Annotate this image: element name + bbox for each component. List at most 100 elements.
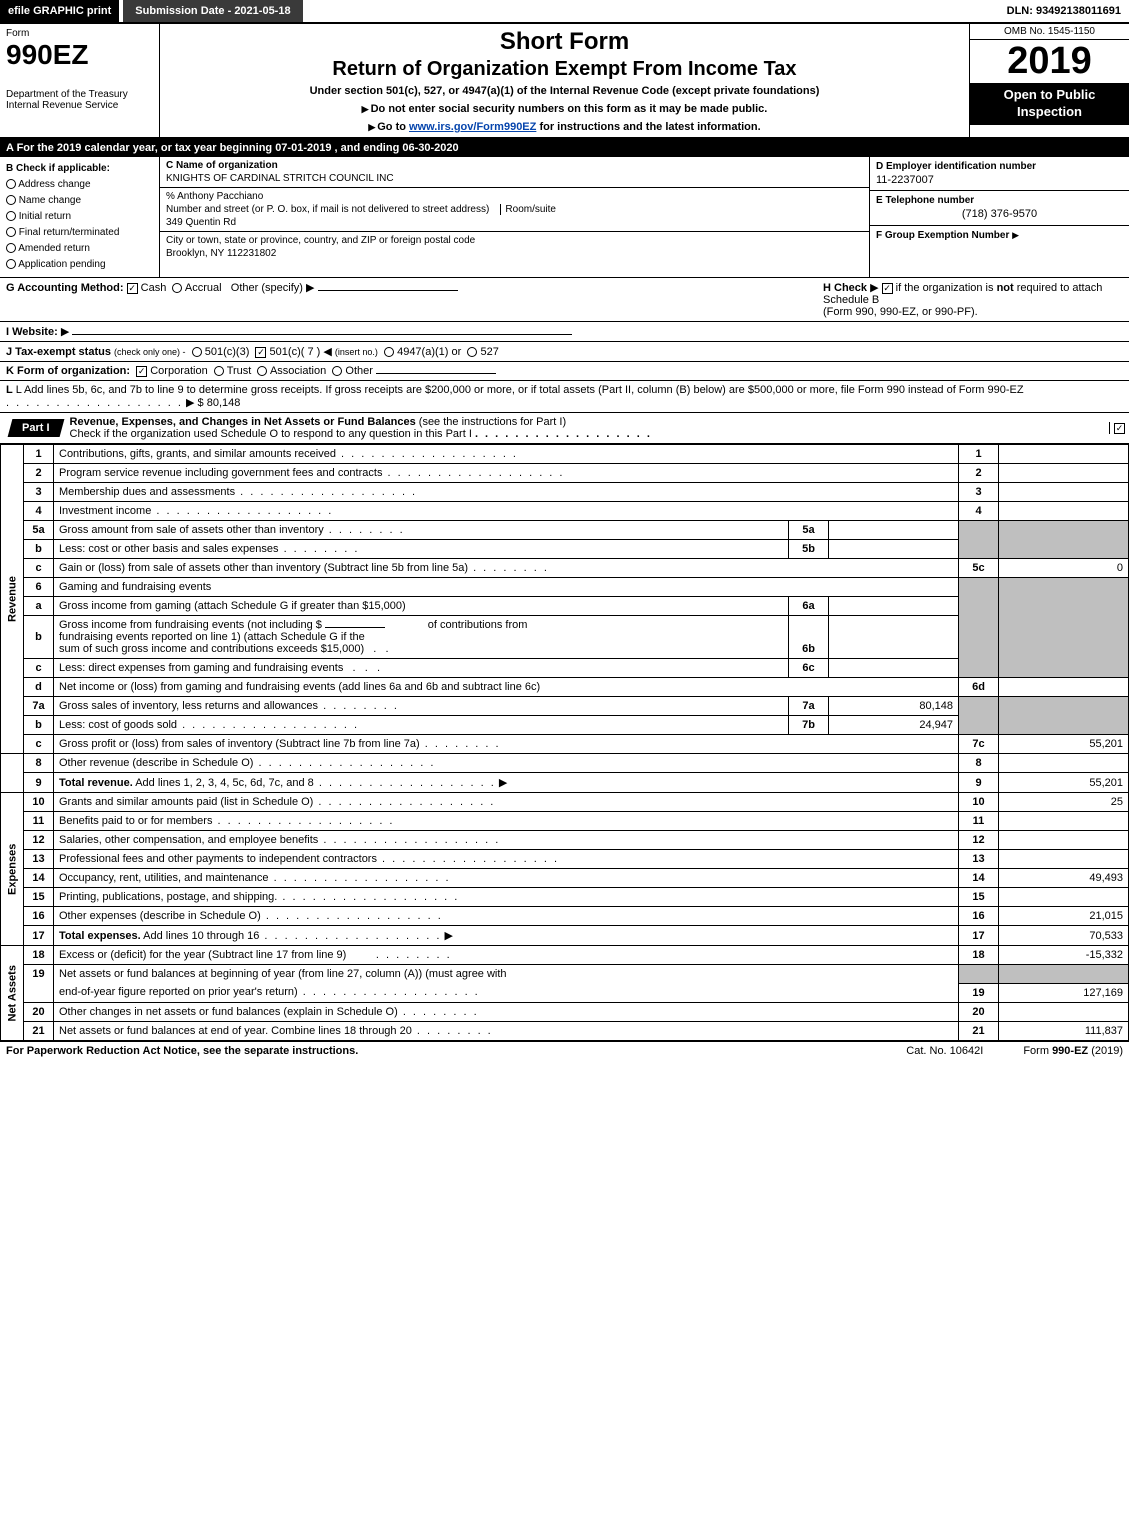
- line-5c-col: 5c: [959, 559, 999, 578]
- line-14-col: 14: [959, 869, 999, 888]
- checkbox-schedule-b[interactable]: ✓: [882, 283, 893, 294]
- dots-icon: [475, 428, 652, 440]
- radio-501c3[interactable]: [192, 347, 202, 357]
- shade-cell: [999, 578, 1129, 678]
- line-8-col: 8: [959, 754, 999, 773]
- line-7c-num: c: [24, 735, 54, 754]
- line-5b-desc: Less: cost or other basis and sales expe…: [59, 543, 279, 555]
- line-9: 9 Total revenue. Add lines 1, 2, 3, 4, 5…: [1, 773, 1129, 793]
- part-1-title-tail: (see the instructions for Part I): [419, 416, 566, 428]
- irs-label: Internal Revenue Service: [6, 100, 153, 111]
- group-exemption-label: F Group Exemption Number: [876, 230, 1009, 241]
- telephone-label: E Telephone number: [876, 195, 974, 206]
- irs-form-link[interactable]: www.irs.gov/Form990EZ: [409, 121, 536, 133]
- other-specify-input[interactable]: [318, 290, 458, 291]
- opt-4947: 4947(a)(1) or: [397, 346, 461, 358]
- city-label: City or town, state or province, country…: [166, 235, 475, 246]
- street-row: % Anthony Pacchiano Number and street (o…: [160, 188, 869, 232]
- line-1-val: [999, 445, 1129, 464]
- line-2: 2 Program service revenue including gove…: [1, 464, 1129, 483]
- line-6c-desc: Less: direct expenses from gaming and fu…: [59, 662, 343, 674]
- line-10-num: 10: [24, 793, 54, 812]
- checkbox-initial-return[interactable]: Initial return: [6, 209, 153, 224]
- city-state-zip: Brooklyn, NY 112231802: [166, 248, 276, 259]
- checkbox-other-org[interactable]: [332, 366, 342, 376]
- line-6b-desc-mid: of contributions from: [428, 619, 528, 631]
- line-1-desc: Contributions, gifts, grants, and simila…: [59, 448, 336, 460]
- other-org-input[interactable]: [376, 373, 496, 374]
- trust-label: Trust: [227, 365, 252, 377]
- checkbox-corporation[interactable]: ✓: [136, 366, 147, 377]
- checkbox-cash[interactable]: ✓: [127, 283, 138, 294]
- line-3: 3 Membership dues and assessments 3: [1, 483, 1129, 502]
- line-2-num: 2: [24, 464, 54, 483]
- checkbox-address-change[interactable]: Address change: [6, 177, 153, 192]
- line-11-val: [999, 812, 1129, 831]
- org-name-row: C Name of organization KNIGHTS OF CARDIN…: [160, 157, 869, 188]
- checkbox-accrual[interactable]: [172, 283, 182, 293]
- line-3-desc: Membership dues and assessments: [59, 486, 235, 498]
- line-9-num: 9: [24, 773, 54, 793]
- line-13-num: 13: [24, 850, 54, 869]
- radio-4947[interactable]: [384, 347, 394, 357]
- line-9-val: 55,201: [999, 773, 1129, 793]
- line-4-col: 4: [959, 502, 999, 521]
- line-7a-sublabel: 7a: [789, 697, 829, 716]
- checkbox-final-return[interactable]: Final return/terminated: [6, 225, 153, 240]
- line-21-val: 111,837: [999, 1021, 1129, 1040]
- website-input[interactable]: [72, 334, 572, 335]
- section-c: C Name of organization KNIGHTS OF CARDIN…: [160, 157, 869, 277]
- line-6b-subval: [829, 616, 959, 659]
- entity-info-block: B Check if applicable: Address change Na…: [0, 157, 1129, 278]
- radio-527[interactable]: [467, 347, 477, 357]
- line-19-row2: end-of-year figure reported on prior yea…: [1, 983, 1129, 1002]
- line-8: 8 Other revenue (describe in Schedule O)…: [1, 754, 1129, 773]
- efile-print-button[interactable]: efile GRAPHIC print: [0, 0, 119, 22]
- checkbox-amended-return[interactable]: Amended return: [6, 241, 153, 256]
- line-5c-desc: Gain or (loss) from sale of assets other…: [59, 562, 468, 574]
- checkbox-application-pending[interactable]: Application pending: [6, 257, 153, 272]
- line-7a-num: 7a: [24, 697, 54, 716]
- tax-year-bar: A For the 2019 calendar year, or tax yea…: [0, 139, 1129, 157]
- submission-date-label: Submission Date - 2021-05-18: [123, 0, 302, 22]
- revenue-sidecat-cont: [1, 754, 24, 793]
- line-6-desc: Gaming and fundraising events: [54, 578, 959, 597]
- line-19-row1: 19 Net assets or fund balances at beginn…: [1, 965, 1129, 984]
- line-18-num: 18: [24, 946, 54, 965]
- line-14-desc: Occupancy, rent, utilities, and maintena…: [59, 872, 269, 884]
- line-9-desc-bold: Total revenue.: [59, 777, 133, 789]
- header-right: OMB No. 1545-1150 2019 Open to Public In…: [969, 24, 1129, 137]
- dots-icon: [6, 397, 183, 409]
- line-11-desc: Benefits paid to or for members: [59, 815, 212, 827]
- street-address: 349 Quentin Rd: [166, 217, 236, 228]
- line-6d-desc: Net income or (loss) from gaming and fun…: [54, 678, 959, 697]
- line-5c-num: c: [24, 559, 54, 578]
- line-5b-sublabel: 5b: [789, 540, 829, 559]
- top-bar: efile GRAPHIC print Submission Date - 20…: [0, 0, 1129, 24]
- line-4-val: [999, 502, 1129, 521]
- checkbox-trust[interactable]: [214, 366, 224, 376]
- line-16: 16 Other expenses (describe in Schedule …: [1, 907, 1129, 926]
- go-to-line: Go to www.irs.gov/Form990EZ for instruct…: [168, 121, 961, 133]
- line-12-num: 12: [24, 831, 54, 850]
- checkbox-name-change[interactable]: Name change: [6, 193, 153, 208]
- short-form-title: Short Form: [168, 28, 961, 56]
- line-10-val: 25: [999, 793, 1129, 812]
- line-10-desc: Grants and similar amounts paid (list in…: [59, 796, 313, 808]
- checkbox-association[interactable]: [257, 366, 267, 376]
- line-18-desc: Excess or (deficit) for the year (Subtra…: [59, 949, 346, 961]
- line-16-desc: Other expenses (describe in Schedule O): [59, 910, 261, 922]
- check-schedule-o-text: Check if the organization used Schedule …: [70, 428, 472, 440]
- line-4-num: 4: [24, 502, 54, 521]
- line-21: 21 Net assets or fund balances at end of…: [1, 1021, 1129, 1040]
- checkbox-schedule-o[interactable]: ✓: [1114, 423, 1125, 434]
- line-4-desc: Investment income: [59, 505, 151, 517]
- not-word: not: [997, 282, 1014, 294]
- section-b: B Check if applicable: Address change Na…: [0, 157, 160, 277]
- shade-cell: [999, 965, 1129, 984]
- line-5a: 5a Gross amount from sale of assets othe…: [1, 521, 1129, 540]
- contributions-input[interactable]: [325, 627, 385, 628]
- radio-501c[interactable]: ✓: [255, 347, 266, 358]
- line-5a-num: 5a: [24, 521, 54, 540]
- line-2-val: [999, 464, 1129, 483]
